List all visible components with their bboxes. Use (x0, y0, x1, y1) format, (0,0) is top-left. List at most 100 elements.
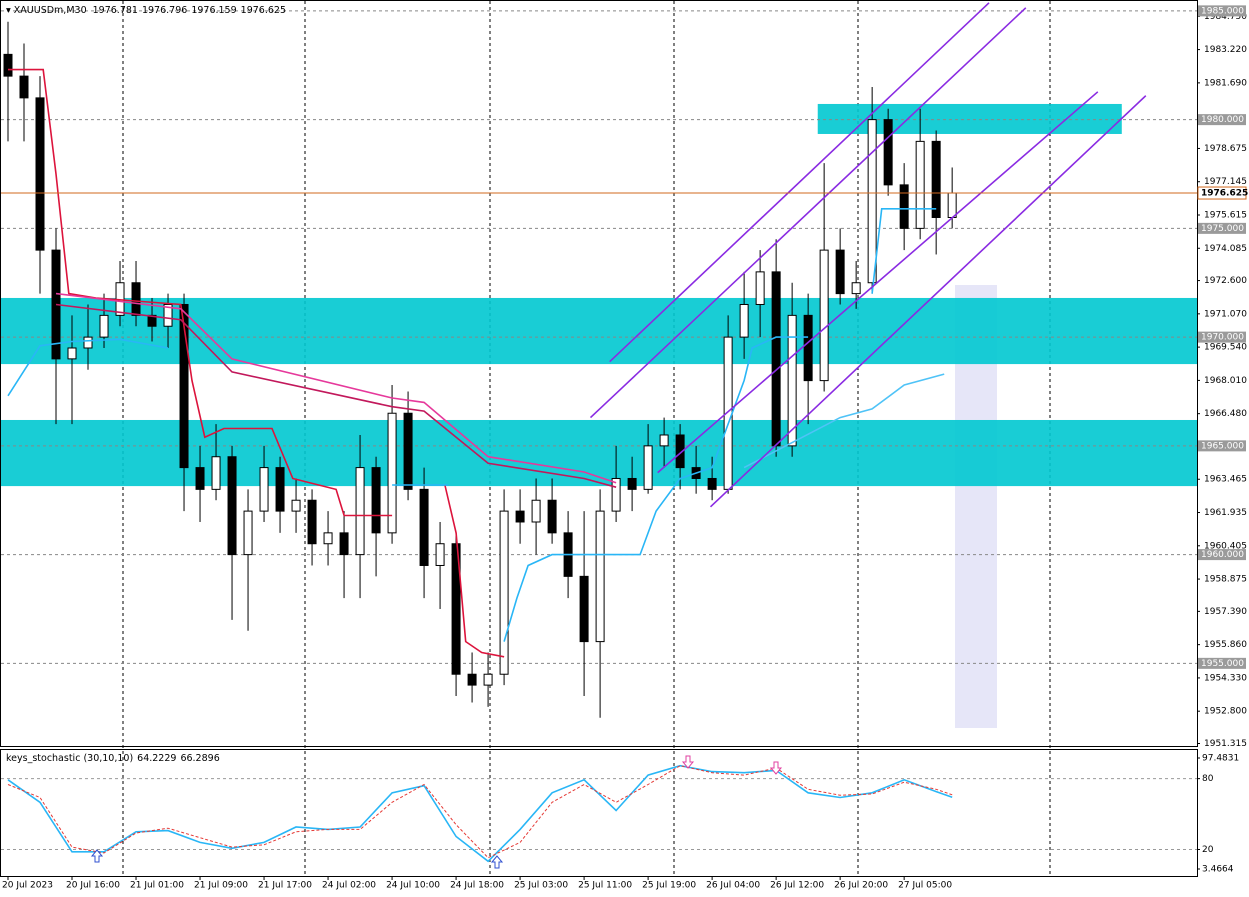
candle-body (819, 249, 829, 382)
price-tag-label: 1975.000 (1201, 224, 1244, 234)
candle-body (243, 510, 253, 556)
y-tick-label: 1957.390 (1204, 607, 1247, 617)
y-tick-label: 1951.315 (1204, 739, 1247, 749)
candle-body (643, 445, 653, 490)
chart-header: ▾ XAUUSDm,M30 1976.781 1976.796 1976.159 197… (6, 5, 286, 16)
candle-body (675, 434, 685, 469)
ohlc: 1976.625 (241, 5, 286, 16)
y-tick-label: 1972.600 (1204, 276, 1247, 286)
candle-body (3, 53, 13, 77)
x-tick-label: 21 Jul 17:00 (258, 881, 312, 891)
candle-body (547, 499, 557, 534)
y-tick-label: 1975.615 (1204, 210, 1247, 220)
price-tag-label: 1985.000 (1201, 6, 1244, 16)
price-tag (1198, 657, 1246, 669)
price-tag-label: 1980.000 (1201, 115, 1244, 125)
price-tag (1198, 114, 1246, 126)
candle-body (163, 303, 173, 327)
y-tick-label: 1963.465 (1204, 475, 1247, 485)
series-line (709, 95, 1147, 508)
candle-body (435, 543, 445, 566)
y-tick-label: 1977.145 (1204, 177, 1247, 187)
y-tick-label: 1968.010 (1204, 376, 1247, 386)
candle-body (83, 336, 93, 349)
candle-body (579, 575, 589, 643)
x-tick-label: 25 Jul 03:00 (514, 881, 568, 891)
x-tick-label: 24 Jul 10:00 (386, 881, 440, 891)
signal-arrows (90, 755, 783, 869)
x-tick-label: 21 Jul 09:00 (194, 881, 248, 891)
x-tick-label: 26 Jul 20:00 (834, 881, 888, 891)
candle-body (195, 467, 205, 490)
candle-body (531, 499, 541, 523)
candle-body (483, 673, 493, 686)
x-tick-label: 25 Jul 11:00 (578, 881, 632, 891)
candle-body (227, 456, 237, 556)
x-tick-label: 26 Jul 12:00 (770, 881, 824, 891)
candle-body (515, 510, 525, 523)
zone (1, 297, 1197, 365)
y-tick-label: 1981.690 (1204, 78, 1247, 88)
series-line (7, 208, 937, 642)
candle-body (755, 271, 765, 305)
sell-arrow (681, 755, 695, 769)
candle-body (899, 184, 909, 229)
indicator-name: keys_stochastic (30,10,10) (6, 753, 133, 764)
plot-layer (1, 2, 1197, 863)
candle-body (915, 140, 925, 229)
series-line (7, 764, 953, 863)
candle-body (419, 488, 429, 566)
price-tag-label: 1955.000 (1201, 659, 1244, 669)
y-tick-label: 1952.800 (1204, 707, 1247, 717)
candle-body (739, 303, 749, 338)
price-tag (1198, 331, 1246, 343)
indicator-value: 64.2229 (137, 753, 176, 764)
series-line (657, 91, 1099, 474)
y-tick-label: 1974.085 (1204, 244, 1247, 254)
candle-body (355, 467, 365, 556)
x-tick-label: 24 Jul 18:00 (450, 881, 504, 891)
y-tick-label: 1984.750 (1204, 12, 1247, 22)
y-tick-label: 1971.070 (1204, 309, 1247, 319)
y-tick-label: 20 (1202, 845, 1214, 855)
series-line (55, 303, 617, 488)
x-tick-label: 20 Jul 2023 (2, 881, 53, 891)
price-tag (1198, 5, 1246, 17)
candle-body (35, 97, 45, 251)
current-price-label: 1976.625 (1201, 189, 1248, 199)
x-tick-label: 26 Jul 04:00 (706, 881, 760, 891)
price-tag-label: 1970.000 (1201, 333, 1244, 343)
y-tick-label: 1983.220 (1204, 45, 1247, 55)
candle-body (339, 532, 349, 556)
price-tag (1198, 440, 1246, 452)
candle-body (387, 412, 397, 534)
candle-body (147, 314, 157, 327)
y-tick-label: 1960.405 (1204, 541, 1247, 551)
y-tick-label: 1954.330 (1204, 673, 1247, 683)
candle-body (595, 510, 605, 643)
price-tag-label: 1960.000 (1201, 550, 1244, 560)
candle-body (275, 467, 285, 512)
symbol: XAUUSDm,M30 (14, 5, 87, 16)
day-separators (122, 1, 1051, 876)
y-tick-label: 1966.480 (1204, 409, 1247, 419)
series-line (8, 68, 505, 658)
price-tag (1198, 222, 1246, 234)
x-tick-label: 25 Jul 19:00 (642, 881, 696, 891)
ohlc: 1976.159 (191, 5, 236, 16)
candle-body (947, 192, 957, 218)
candle-body (851, 282, 861, 295)
candle-body (803, 314, 813, 382)
candle-body (707, 477, 717, 490)
sub-frame (0, 749, 1198, 877)
candle-body (883, 119, 893, 186)
candle-body (307, 499, 317, 545)
y-tick-label: 1961.935 (1204, 508, 1247, 518)
candle-body (67, 347, 77, 360)
candle-body (467, 673, 477, 686)
candle-body (771, 271, 781, 447)
series-line (609, 2, 990, 363)
price-tag (1198, 549, 1246, 561)
series-line (743, 373, 945, 469)
